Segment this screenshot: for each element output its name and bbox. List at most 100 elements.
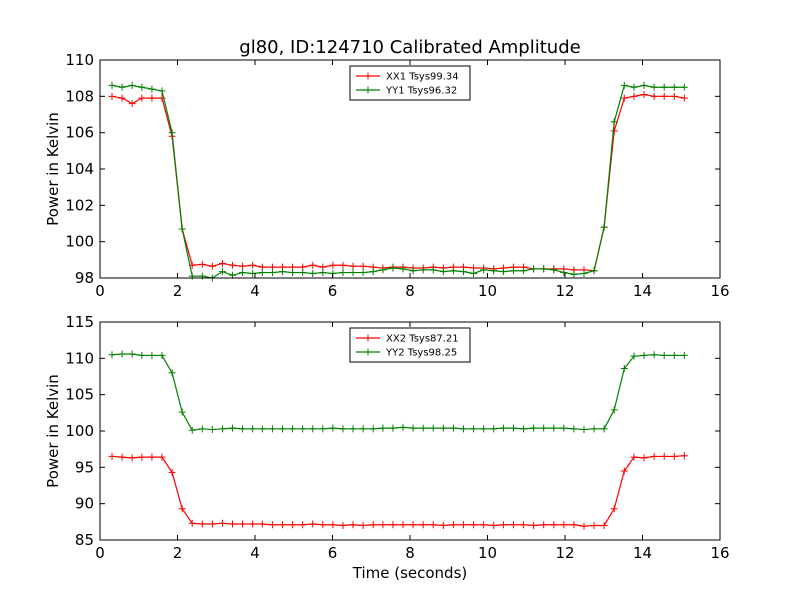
y-tick-label: 104 <box>65 160 94 178</box>
top-plot: 0 2 4 6 8 10 12 14 16 98 100 102 104 106 108 110 Power i… <box>44 51 730 300</box>
data-point <box>480 521 488 529</box>
data-point <box>108 452 116 460</box>
data-point <box>168 468 176 476</box>
y-tick-label: 102 <box>65 196 94 214</box>
data-point <box>319 425 327 433</box>
data-point <box>620 467 628 475</box>
data-point <box>490 267 498 275</box>
data-point <box>680 94 688 102</box>
data-point <box>239 269 247 277</box>
data-point <box>580 522 588 530</box>
data-point <box>258 425 266 433</box>
data-point <box>560 521 568 529</box>
x-tick-label: 8 <box>405 544 415 562</box>
x-tick-label: 0 <box>95 282 105 300</box>
data-point <box>138 83 146 91</box>
data-point <box>429 424 437 432</box>
data-point <box>319 521 327 529</box>
data-point <box>239 425 247 433</box>
data-point <box>630 92 638 100</box>
data-point <box>560 269 568 277</box>
data-point <box>299 269 307 277</box>
data-point <box>600 521 608 529</box>
data-point <box>389 521 397 529</box>
data-point <box>249 425 257 433</box>
data-point <box>329 521 337 529</box>
data-point <box>620 94 628 102</box>
x-tick-label: 4 <box>250 282 260 300</box>
data-point <box>459 268 467 276</box>
data-point <box>158 453 166 461</box>
y-tick-label: 115 <box>65 313 94 331</box>
x-tick-label: 6 <box>328 544 338 562</box>
data-point <box>138 94 146 102</box>
data-point <box>610 118 618 126</box>
data-point <box>610 127 618 135</box>
y-axis-label: Power in Kelvin <box>44 374 62 488</box>
legend-label: YY1 Tsys96.32 <box>385 86 457 97</box>
data-point <box>550 266 558 274</box>
data-point <box>279 425 287 433</box>
series-line-yy <box>111 84 685 279</box>
data-point <box>208 426 216 434</box>
data-point <box>279 521 287 529</box>
legend-marker <box>364 348 372 356</box>
data-point <box>309 269 317 277</box>
data-point <box>590 425 598 433</box>
data-point <box>188 426 196 434</box>
data-point <box>218 425 226 433</box>
data-point <box>630 453 638 461</box>
data-point <box>520 267 528 275</box>
x-tick-label: 6 <box>328 282 338 300</box>
data-point <box>239 262 247 270</box>
data-point <box>108 92 116 100</box>
data-point <box>580 426 588 434</box>
x-tick-label: 12 <box>555 544 574 562</box>
data-point <box>249 520 257 528</box>
data-point <box>470 521 478 529</box>
data-point <box>499 424 507 432</box>
data-point <box>349 521 357 529</box>
data-point <box>168 369 176 377</box>
data-point <box>128 350 136 358</box>
data-point <box>359 425 367 433</box>
data-point <box>359 262 367 270</box>
data-point <box>258 269 266 277</box>
data-point <box>108 351 116 359</box>
data-point <box>188 272 196 280</box>
data-point <box>429 521 437 529</box>
data-point <box>339 425 347 433</box>
data-point <box>138 453 146 461</box>
data-point <box>138 351 146 359</box>
x-tick-label: 12 <box>555 282 574 300</box>
data-point <box>218 519 226 527</box>
data-point <box>148 453 156 461</box>
x-tick-label: 0 <box>95 544 105 562</box>
data-point <box>309 261 317 269</box>
data-point <box>409 267 417 275</box>
data-point <box>299 425 307 433</box>
legend-label: YY2 Tsys98.25 <box>385 348 457 359</box>
data-point <box>419 424 427 432</box>
data-point <box>470 425 478 433</box>
data-point <box>229 424 237 432</box>
data-point <box>389 424 397 432</box>
legend-marker <box>364 334 372 342</box>
data-point <box>369 425 377 433</box>
x-tick-label: 16 <box>710 282 729 300</box>
data-point <box>530 424 538 432</box>
data-point <box>680 83 688 91</box>
series-line-yy <box>111 353 685 431</box>
data-point <box>570 521 578 529</box>
legend-label: XX1 Tsys99.34 <box>386 72 459 83</box>
data-point <box>309 520 317 528</box>
data-point <box>439 424 447 432</box>
data-point <box>499 521 507 529</box>
data-point <box>349 262 357 270</box>
data-point <box>499 268 507 276</box>
data-point <box>600 223 608 231</box>
data-point <box>439 268 447 276</box>
data-point <box>178 225 186 233</box>
legend-box <box>349 65 471 101</box>
data-point <box>148 85 156 93</box>
